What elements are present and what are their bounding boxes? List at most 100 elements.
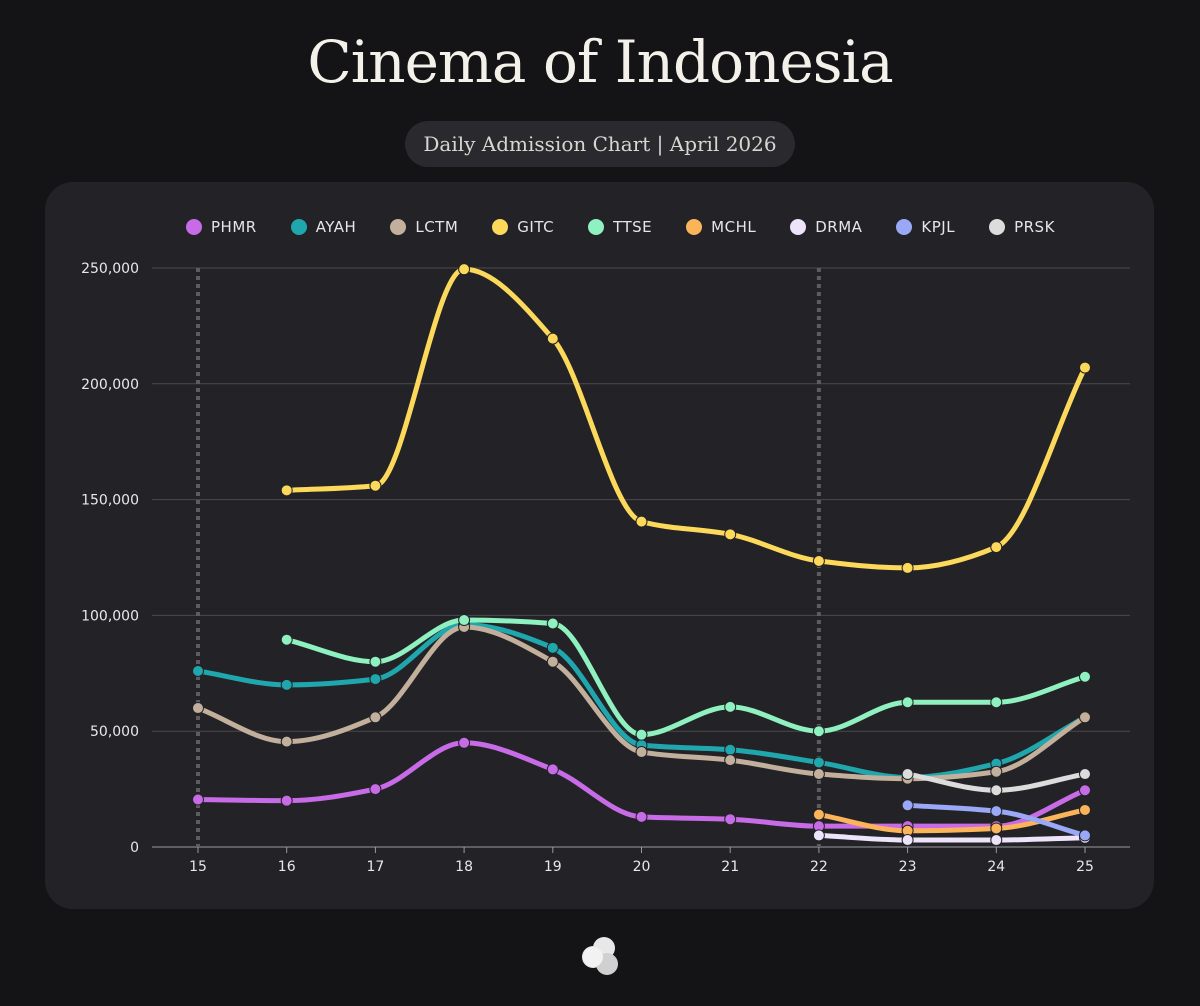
data-point-phmr	[724, 813, 737, 826]
data-point-gitc	[635, 515, 648, 528]
data-point-phmr	[635, 810, 648, 823]
data-point-gitc	[369, 479, 382, 492]
data-point-ttse	[458, 614, 471, 627]
data-point-mchl	[990, 822, 1003, 835]
data-point-kpjl	[990, 805, 1003, 818]
legend-item-mchl: MCHL	[686, 218, 756, 236]
data-point-prsk	[1079, 768, 1091, 781]
data-point-ayah	[812, 756, 825, 769]
page-title: Cinema of Indonesia	[307, 28, 893, 96]
data-point-prsk	[990, 784, 1003, 797]
data-point-kpjl	[901, 799, 914, 812]
legend-swatch	[989, 219, 1006, 235]
data-point-gitc	[1079, 361, 1091, 374]
data-point-lctm	[192, 702, 204, 715]
y-tick-label: 50,000	[90, 724, 139, 740]
legend-label: KPJL	[921, 218, 956, 236]
data-point-ttse	[546, 617, 559, 630]
data-point-lctm	[546, 655, 559, 668]
series-prsk	[901, 768, 1091, 797]
data-point-ayah	[280, 678, 293, 691]
legend-label: MCHL	[711, 218, 757, 236]
series-line-ttse	[284, 617, 1088, 738]
legend-swatch	[390, 219, 407, 235]
data-point-ayah	[369, 673, 382, 686]
x-tick-label: 20	[633, 859, 651, 875]
data-point-ttse	[724, 700, 737, 713]
y-tick-label: 250,000	[81, 261, 139, 277]
legend-item-lctm: LCTM	[390, 218, 458, 236]
data-point-lctm	[369, 711, 382, 724]
subtitle-badge: Daily Admission Chart | April 2026	[405, 121, 795, 167]
data-point-mchl	[1079, 803, 1091, 816]
x-tick-label: 24	[987, 859, 1005, 875]
data-point-ttse	[812, 725, 825, 738]
series-line-gitc	[284, 266, 1088, 571]
y-tick-label: 0	[130, 840, 139, 856]
data-point-lctm	[1079, 711, 1091, 724]
legend-label: GITC	[517, 218, 555, 236]
data-point-kpjl	[1079, 829, 1091, 842]
legend-item-prsk: PRSK	[989, 218, 1055, 236]
data-point-ttse	[635, 728, 648, 741]
legend-swatch	[290, 219, 307, 235]
legend-label: LCTM	[415, 218, 459, 236]
data-point-phmr	[1079, 784, 1091, 797]
x-tick-label: 17	[366, 859, 384, 875]
data-point-lctm	[724, 754, 737, 767]
data-point-gitc	[280, 484, 293, 497]
legend-swatch	[686, 219, 703, 235]
data-point-ttse	[901, 696, 914, 709]
y-tick-label: 150,000	[81, 493, 139, 509]
legend-label: TTSE	[613, 218, 653, 236]
legend-item-kpjl: KPJL	[896, 218, 955, 236]
data-point-drma	[812, 829, 825, 842]
series-kpjl	[901, 799, 1091, 842]
x-tick-label: 15	[189, 859, 207, 875]
x-tick-label: 21	[721, 859, 739, 875]
legend-label: DRMA	[815, 218, 863, 236]
data-point-ttse	[990, 696, 1003, 709]
legend-item-drma: DRMA	[790, 218, 862, 236]
data-point-drma	[901, 834, 914, 847]
legend-swatch	[588, 219, 605, 235]
y-tick-label: 200,000	[81, 377, 139, 393]
data-point-gitc	[901, 561, 914, 574]
legend-item-ttse: TTSE	[588, 218, 652, 236]
data-point-gitc	[812, 554, 825, 567]
x-tick-label: 25	[1076, 859, 1094, 875]
x-tick-label: 18	[455, 859, 473, 875]
data-point-prsk	[901, 768, 914, 781]
data-point-gitc	[458, 263, 471, 276]
x-tick-label: 22	[810, 859, 828, 875]
x-tick-label: 16	[278, 859, 296, 875]
series-line-drma	[816, 832, 1088, 843]
data-point-phmr	[458, 736, 471, 749]
legend-item-phmr: PHMR	[186, 218, 257, 236]
series-ttse	[280, 614, 1091, 741]
data-point-ttse	[280, 633, 293, 646]
legend-label: PRSK	[1014, 218, 1055, 236]
x-tick-label: 19	[544, 859, 562, 875]
subtitle-container: Daily Admission Chart | April 2026	[0, 121, 1200, 167]
cloud-logo-icon	[582, 937, 618, 975]
data-point-phmr	[280, 794, 293, 807]
data-point-gitc	[990, 541, 1003, 554]
data-point-ayah	[546, 641, 559, 654]
data-point-drma	[990, 834, 1003, 847]
chart-legend: PHMR AYAH LCTM GITC TTSE MCHL DRMA KPJL PRSK	[186, 216, 1089, 238]
data-point-ayah	[724, 743, 737, 756]
data-point-phmr	[546, 763, 559, 776]
data-point-gitc	[724, 528, 737, 541]
data-point-mchl	[812, 808, 825, 821]
legend-label: AYAH	[315, 218, 357, 236]
legend-label: PHMR	[211, 218, 257, 236]
data-point-phmr	[192, 793, 204, 806]
data-point-lctm	[990, 765, 1003, 778]
data-point-gitc	[546, 332, 559, 345]
data-point-ttse	[369, 655, 382, 668]
legend-item-gitc: GITC	[492, 218, 554, 236]
data-point-phmr	[369, 783, 382, 796]
